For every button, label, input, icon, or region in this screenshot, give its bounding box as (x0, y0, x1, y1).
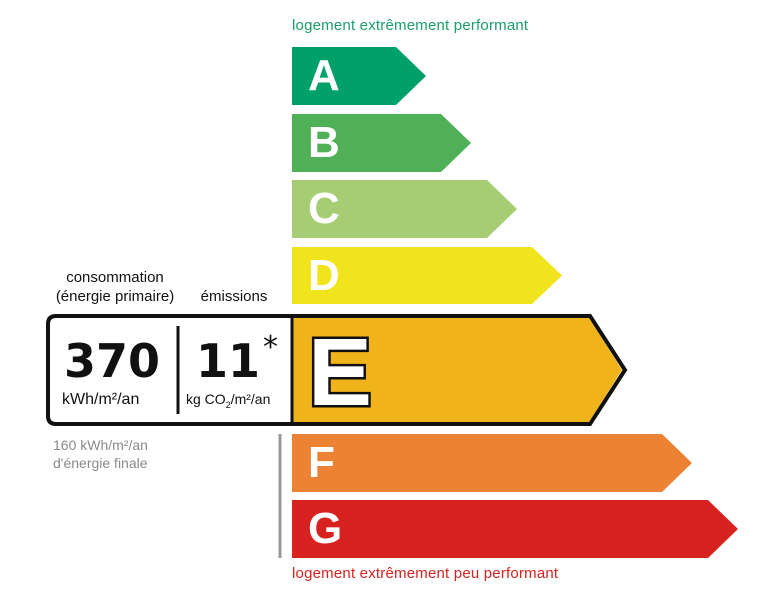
class-letter: A (308, 51, 340, 100)
unit-suffix: /m²/an (230, 391, 271, 407)
unit-sub: 2 (225, 399, 231, 410)
consumption-label-line2: (énergie primaire) (55, 288, 175, 305)
class-bar-e (293, 318, 622, 422)
consumption-label-line1: consommation (66, 269, 164, 286)
consumption-unit: kWh/m²/an (62, 391, 140, 408)
class-bar-c: C (292, 180, 517, 238)
final-energy-label: d'énergie finale (53, 455, 148, 471)
final-energy-value: 160 kWh/m²/an (53, 437, 148, 453)
class-letter: F (308, 438, 335, 487)
emissions-value: 11 (196, 334, 261, 388)
unit-prefix: kg CO (186, 391, 226, 407)
emissions-label: émissions (200, 288, 268, 305)
consumption-label: consommation (énergie primaire) (50, 268, 180, 306)
class-letter: C (308, 184, 340, 233)
bottom-caption: logement extrêmement peu performant (292, 565, 559, 582)
class-bar-b: B (292, 114, 471, 172)
class-bar-a: A (292, 47, 426, 105)
class-bar-g: G (292, 500, 738, 558)
class-bar-f: F (292, 434, 692, 492)
emissions-unit: kg CO2/m²/an (186, 391, 270, 410)
final-energy: 160 kWh/m²/an d'énergie finale (53, 436, 148, 472)
consumption-value: 370 (64, 334, 161, 388)
class-letter: G (308, 504, 343, 553)
emissions-asterisk: * (263, 330, 278, 365)
class-letter: D (308, 251, 340, 300)
class-bar-d: D (292, 247, 562, 304)
class-letter-e: E (308, 319, 372, 426)
class-letter: B (308, 118, 340, 167)
top-caption: logement extrêmement performant (292, 17, 529, 34)
